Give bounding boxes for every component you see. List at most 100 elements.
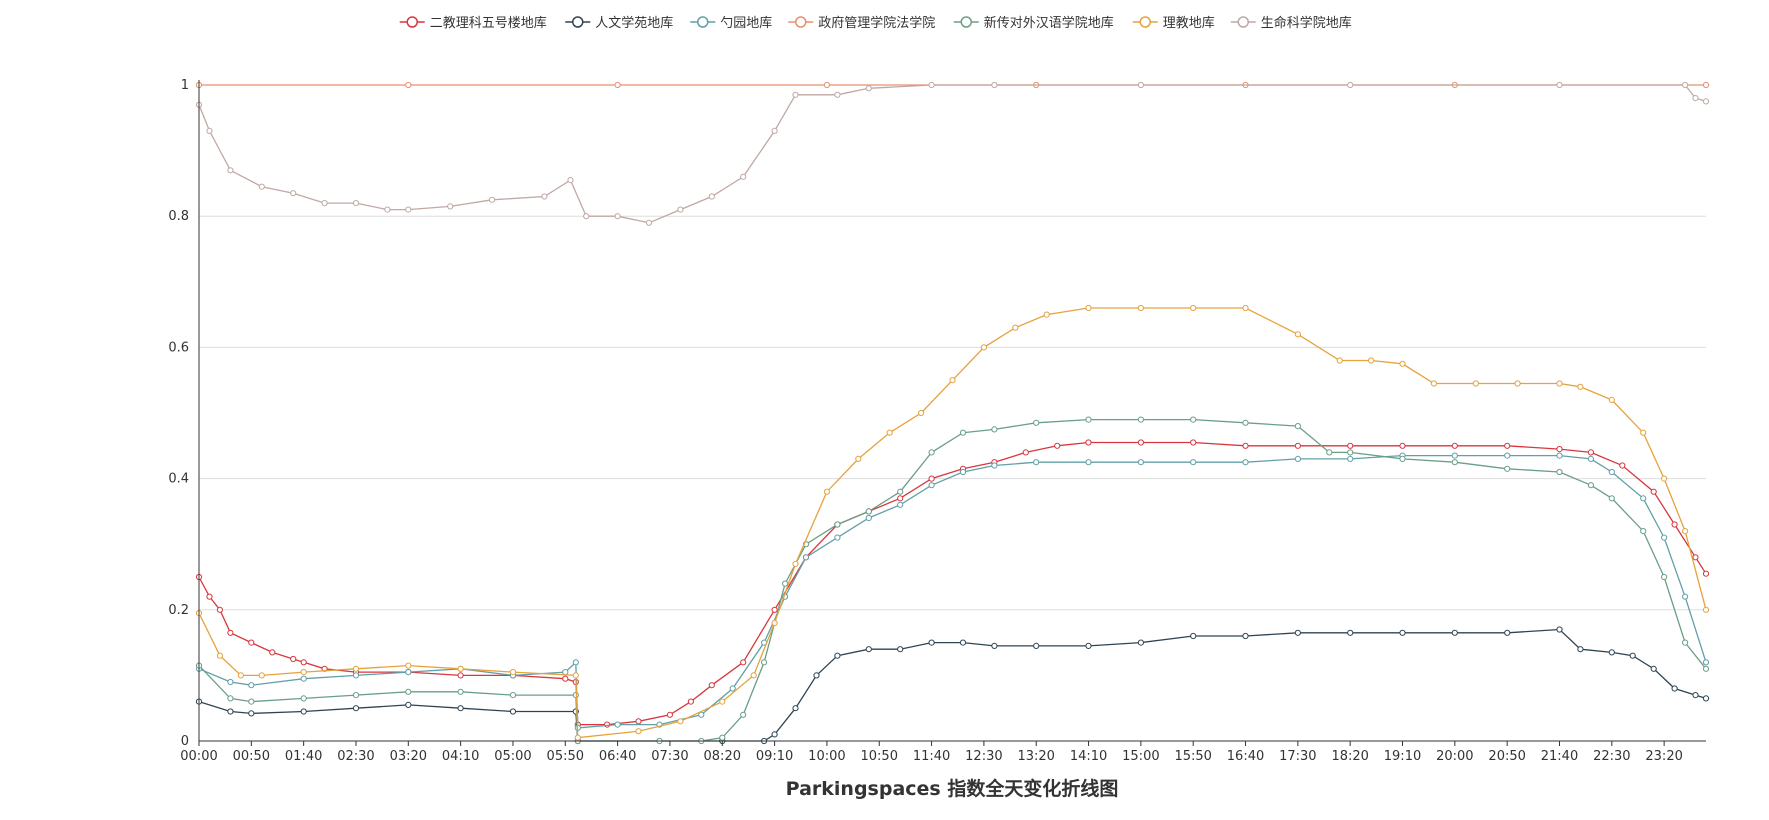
- data-point[interactable]: [1399, 629, 1406, 636]
- data-point[interactable]: [1692, 554, 1699, 561]
- data-point[interactable]: [541, 193, 548, 200]
- data-point[interactable]: [457, 688, 464, 695]
- data-point[interactable]: [1347, 449, 1354, 456]
- data-point[interactable]: [1608, 396, 1615, 403]
- data-point[interactable]: [1451, 442, 1458, 449]
- data-point[interactable]: [1137, 416, 1145, 423]
- data-point[interactable]: [740, 711, 747, 718]
- data-point[interactable]: [1608, 495, 1615, 502]
- data-point[interactable]: [1033, 642, 1040, 650]
- data-point[interactable]: [206, 127, 213, 134]
- data-point[interactable]: [1399, 360, 1406, 367]
- data-point[interactable]: [1137, 81, 1145, 89]
- data-point[interactable]: [300, 675, 307, 682]
- data-point[interactable]: [457, 705, 464, 712]
- data-point[interactable]: [457, 672, 464, 679]
- data-point[interactable]: [1650, 665, 1657, 672]
- data-point[interactable]: [897, 488, 904, 495]
- data-point[interactable]: [227, 678, 234, 686]
- data-point[interactable]: [1556, 81, 1563, 89]
- data-point[interactable]: [1451, 629, 1458, 636]
- data-point[interactable]: [719, 698, 726, 705]
- legend-item[interactable]: 二教理科五号楼地库: [399, 15, 547, 31]
- data-point[interactable]: [1326, 449, 1333, 456]
- data-point[interactable]: [959, 468, 967, 476]
- data-point[interactable]: [980, 344, 988, 351]
- data-point[interactable]: [447, 203, 454, 210]
- data-point[interactable]: [1294, 629, 1302, 636]
- data-point[interactable]: [352, 692, 360, 699]
- data-point[interactable]: [834, 652, 841, 659]
- data-point[interactable]: [677, 206, 684, 213]
- data-point[interactable]: [1682, 81, 1689, 89]
- data-point[interactable]: [1294, 442, 1302, 449]
- data-point[interactable]: [1702, 570, 1710, 577]
- data-point[interactable]: [1033, 419, 1040, 426]
- data-point[interactable]: [583, 213, 590, 220]
- data-point[interactable]: [405, 701, 412, 709]
- legend-item[interactable]: 政府管理学院法学院: [788, 15, 935, 31]
- data-point[interactable]: [1399, 455, 1406, 462]
- data-point[interactable]: [509, 708, 517, 715]
- data-point[interactable]: [991, 81, 998, 89]
- data-point[interactable]: [1619, 462, 1626, 469]
- data-point[interactable]: [865, 508, 872, 515]
- data-point[interactable]: [918, 409, 925, 417]
- data-point[interactable]: [1504, 629, 1511, 636]
- data-point[interactable]: [635, 718, 642, 725]
- data-point[interactable]: [300, 708, 307, 715]
- data-point[interactable]: [405, 206, 412, 213]
- data-point[interactable]: [1682, 528, 1689, 535]
- data-point[interactable]: [761, 659, 768, 666]
- data-point[interactable]: [352, 672, 360, 679]
- data-point[interactable]: [928, 475, 935, 482]
- data-point[interactable]: [1294, 423, 1302, 430]
- data-point[interactable]: [1671, 521, 1678, 528]
- data-point[interactable]: [1556, 380, 1563, 387]
- data-point[interactable]: [1671, 685, 1678, 692]
- data-point[interactable]: [991, 462, 998, 469]
- legend-item[interactable]: 生命科学院地库: [1230, 15, 1352, 31]
- data-point[interactable]: [1085, 416, 1092, 423]
- data-point[interactable]: [248, 710, 255, 717]
- data-point[interactable]: [834, 534, 841, 541]
- data-point[interactable]: [1054, 442, 1061, 449]
- data-point[interactable]: [1702, 695, 1710, 702]
- data-point[interactable]: [290, 190, 297, 197]
- data-point[interactable]: [1504, 442, 1511, 449]
- data-point[interactable]: [834, 521, 841, 528]
- data-point[interactable]: [823, 81, 831, 89]
- data-point[interactable]: [813, 672, 820, 679]
- data-point[interactable]: [928, 639, 935, 646]
- data-point[interactable]: [897, 495, 904, 502]
- data-point[interactable]: [562, 669, 569, 676]
- data-point[interactable]: [457, 665, 464, 672]
- data-point[interactable]: [1022, 449, 1029, 456]
- data-point[interactable]: [1577, 646, 1584, 653]
- data-point[interactable]: [1430, 380, 1438, 387]
- data-point[interactable]: [1661, 475, 1668, 482]
- data-point[interactable]: [1368, 357, 1375, 364]
- data-point[interactable]: [1399, 442, 1406, 449]
- data-point[interactable]: [1504, 465, 1511, 472]
- data-point[interactable]: [488, 196, 496, 203]
- data-point[interactable]: [959, 639, 967, 646]
- data-point[interactable]: [227, 708, 234, 715]
- data-point[interactable]: [1577, 383, 1584, 390]
- data-point[interactable]: [352, 665, 360, 672]
- data-point[interactable]: [1682, 593, 1689, 600]
- data-point[interactable]: [300, 659, 307, 666]
- data-point[interactable]: [1702, 81, 1710, 89]
- data-point[interactable]: [614, 721, 621, 728]
- data-point[interactable]: [1504, 452, 1511, 459]
- data-point[interactable]: [897, 501, 904, 508]
- data-point[interactable]: [1640, 495, 1647, 502]
- data-point[interactable]: [237, 672, 244, 679]
- data-point[interactable]: [834, 91, 841, 98]
- data-point[interactable]: [1702, 98, 1710, 105]
- data-point[interactable]: [792, 91, 799, 98]
- data-point[interactable]: [1137, 639, 1145, 646]
- data-point[interactable]: [792, 705, 799, 712]
- legend-item[interactable]: 人文学苑地库: [565, 15, 673, 31]
- data-point[interactable]: [1556, 468, 1563, 476]
